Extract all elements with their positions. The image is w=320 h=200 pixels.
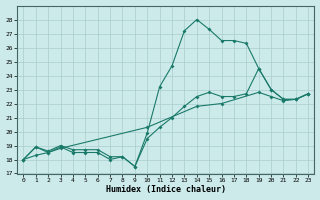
X-axis label: Humidex (Indice chaleur): Humidex (Indice chaleur) bbox=[106, 185, 226, 194]
